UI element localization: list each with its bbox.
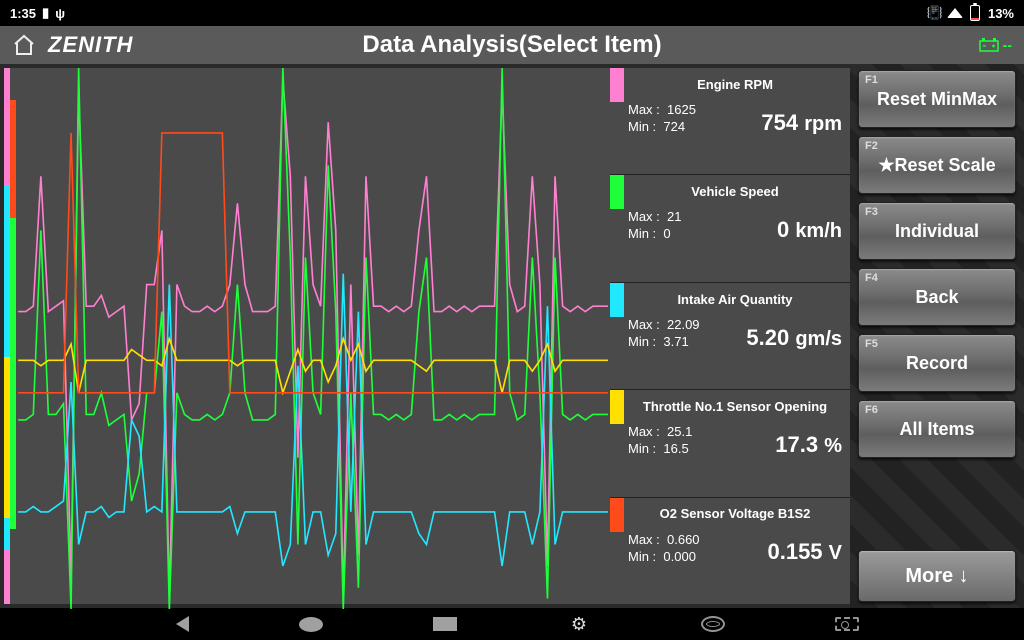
series-vehicle-speed	[18, 68, 608, 609]
wifi-icon	[948, 6, 962, 20]
param-color-swatch	[610, 175, 624, 209]
parameter-panel: Engine RPMMax : 1625Min : 724 754 rpm Vehi…	[610, 68, 850, 604]
chart-area[interactable]	[4, 68, 610, 604]
android-nav-bar: ⚙	[0, 608, 1024, 640]
usb-debug-icon: ψ	[55, 6, 65, 21]
device-battery-indicator: --	[979, 37, 1012, 53]
param-value: 5.20 gm/s	[746, 325, 842, 351]
param-value: 0.155 V	[767, 539, 842, 565]
android-status-bar: 1:35 ▮ ψ 📳 13%	[0, 0, 1024, 26]
series-o2-sensor-voltage-b1s2	[18, 133, 608, 393]
nav-back[interactable]	[165, 616, 189, 632]
param-minmax: Max : 22.09Min : 3.71	[628, 317, 700, 351]
series-intake-air-quantity	[18, 274, 608, 566]
param-card-1[interactable]: Vehicle SpeedMax : 21Min : 0 0 km/h	[610, 174, 850, 281]
fkey-label: ★Reset Scale	[878, 155, 995, 176]
fkey-number: F1	[865, 74, 878, 86]
vibrate-icon: 📳	[928, 6, 942, 20]
fkey-number: F3	[865, 206, 878, 218]
fkey-f4[interactable]: F4 Back	[858, 268, 1016, 326]
fkey-f3[interactable]: F3 Individual	[858, 202, 1016, 260]
value-strip	[4, 357, 10, 518]
fkey-label: Reset MinMax	[877, 89, 997, 110]
nav-settings[interactable]: ⚙	[567, 614, 591, 635]
fkey-number: F4	[865, 272, 878, 284]
param-card-3[interactable]: Throttle No.1 Sensor OpeningMax : 25.1Mi…	[610, 389, 850, 496]
battery-pct: 13%	[988, 6, 1014, 21]
battery-icon	[968, 6, 982, 20]
nav-chrome[interactable]	[701, 616, 725, 632]
param-minmax: Max : 21Min : 0	[628, 209, 681, 243]
nav-recent[interactable]	[433, 617, 457, 631]
more-label: More ↓	[905, 565, 968, 588]
series-engine-rpm	[18, 79, 608, 599]
fkey-label: Back	[915, 287, 958, 308]
battery-full-icon: ▮	[42, 5, 49, 21]
param-color-swatch	[610, 390, 624, 424]
fkey-label: All Items	[899, 419, 974, 440]
param-name: Engine RPM	[628, 72, 842, 102]
fkey-f1[interactable]: F1 Reset MinMax	[858, 70, 1016, 128]
param-name: Vehicle Speed	[628, 179, 842, 209]
nav-screenshot[interactable]	[835, 617, 859, 631]
param-name: O2 Sensor Voltage B1S2	[628, 502, 842, 532]
param-name: Throttle No.1 Sensor Opening	[628, 394, 842, 424]
param-value: 0 km/h	[777, 217, 842, 243]
live-chart	[4, 68, 610, 609]
car-battery-icon	[979, 38, 999, 52]
param-color-swatch	[610, 68, 624, 102]
param-minmax: Max : 0.660Min : 0.000	[628, 532, 700, 566]
param-name: Intake Air Quantity	[628, 287, 842, 317]
fkey-number: F2	[865, 140, 878, 152]
title-bar: ZENITH Data Analysis(Select Item) --	[0, 26, 1024, 64]
param-minmax: Max : 25.1Min : 16.5	[628, 424, 692, 458]
more-button[interactable]: More ↓	[858, 550, 1016, 602]
brand-logo: ZENITH	[48, 32, 133, 58]
param-value: 17.3 %	[775, 432, 842, 458]
param-value: 754 rpm	[761, 110, 842, 136]
left-value-strips	[4, 68, 16, 604]
app-body: Engine RPMMax : 1625Min : 724 754 rpm Vehi…	[0, 64, 1024, 608]
value-strip	[10, 218, 16, 529]
fkey-f2[interactable]: F2★Reset Scale	[858, 136, 1016, 194]
param-card-2[interactable]: Intake Air QuantityMax : 22.09Min : 3.71…	[610, 282, 850, 389]
page-title: Data Analysis(Select Item)	[362, 31, 661, 59]
status-time: 1:35	[10, 6, 36, 21]
fkey-label: Individual	[895, 221, 979, 242]
fkey-f6[interactable]: F6 All Items	[858, 400, 1016, 458]
fkey-f5[interactable]: F5 Record	[858, 334, 1016, 392]
home-button[interactable]	[10, 31, 38, 59]
nav-home[interactable]	[299, 617, 323, 632]
param-card-4[interactable]: O2 Sensor Voltage B1S2Max : 0.660Min : 0…	[610, 497, 850, 604]
fkey-number: F6	[865, 404, 878, 416]
param-color-swatch	[610, 283, 624, 317]
param-minmax: Max : 1625Min : 724	[628, 102, 696, 136]
device-battery-value: --	[1003, 37, 1012, 53]
fkey-panel: F1 Reset MinMax F2★Reset Scale F3 Individual…	[850, 64, 1024, 608]
fkey-number: F5	[865, 338, 878, 350]
param-color-swatch	[610, 498, 624, 532]
fkey-label: Record	[906, 353, 968, 374]
param-card-0[interactable]: Engine RPMMax : 1625Min : 724 754 rpm	[610, 68, 850, 174]
